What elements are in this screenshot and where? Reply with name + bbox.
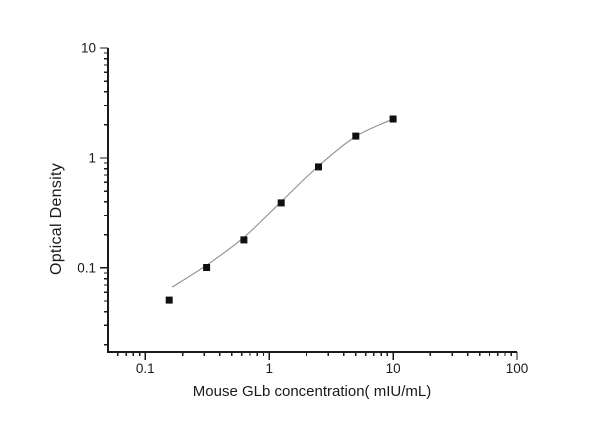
tick-labels: 0.1 1 10 100 0.1 1 10 [77, 41, 528, 376]
y-axis-title: Optical Density [48, 162, 65, 276]
data-point-marker [240, 236, 248, 244]
x-tick-label: 10 [386, 361, 401, 376]
y-tick-label: 1 [88, 151, 96, 166]
data-point-marker [277, 199, 285, 207]
y-tick-label: 10 [81, 41, 96, 56]
data-point-marker [165, 296, 173, 304]
data-point-marker [203, 264, 211, 271]
y-tick-label: 0.1 [77, 261, 96, 276]
data-points [165, 115, 397, 304]
x-tick-label: 1 [265, 361, 273, 376]
x-axis-title: Mouse GLb concentration( mIU/mL) [192, 383, 432, 400]
data-point-marker [389, 115, 397, 123]
data-point-marker [315, 163, 322, 171]
x-tick-label: 0.1 [136, 361, 155, 376]
data-point-marker [352, 132, 360, 140]
axis-ticks [100, 47, 518, 360]
plot-axes [107, 48, 517, 353]
x-tick-label: 100 [506, 361, 529, 376]
axis-lines [107, 48, 517, 353]
